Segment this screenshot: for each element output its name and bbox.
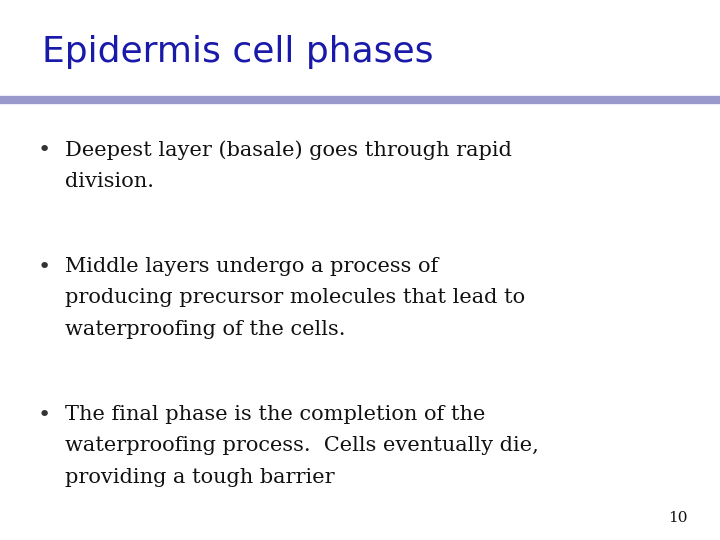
Text: •: • [37, 257, 50, 277]
Text: waterproofing of the cells.: waterproofing of the cells. [65, 320, 346, 339]
Text: •: • [37, 140, 50, 160]
Text: providing a tough barrier: providing a tough barrier [65, 468, 334, 487]
Text: The final phase is the completion of the: The final phase is the completion of the [65, 405, 485, 424]
Text: Deepest layer (basale) goes through rapid: Deepest layer (basale) goes through rapi… [65, 140, 512, 160]
Text: waterproofing process.  Cells eventually die,: waterproofing process. Cells eventually … [65, 436, 539, 455]
Text: 10: 10 [668, 511, 688, 525]
Text: division.: division. [65, 172, 154, 191]
Text: Middle layers undergo a process of: Middle layers undergo a process of [65, 257, 438, 276]
Text: producing precursor molecules that lead to: producing precursor molecules that lead … [65, 288, 525, 307]
Text: •: • [37, 405, 50, 425]
Text: Epidermis cell phases: Epidermis cell phases [42, 35, 433, 69]
